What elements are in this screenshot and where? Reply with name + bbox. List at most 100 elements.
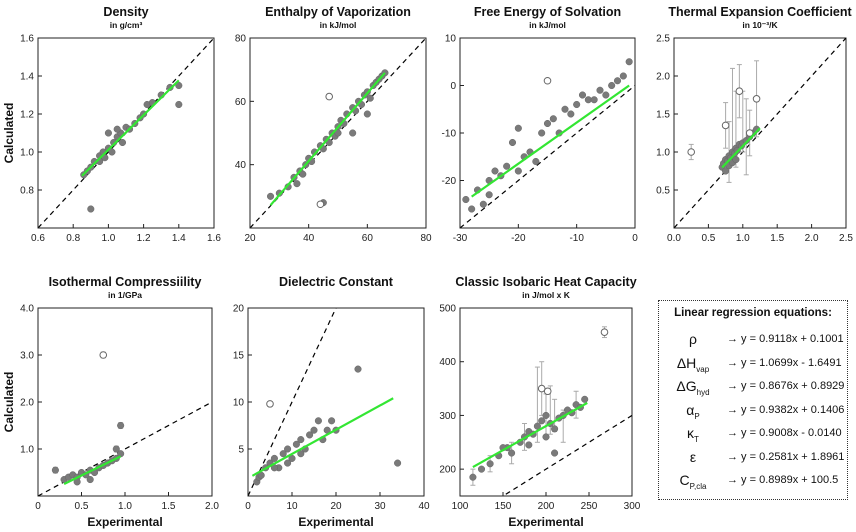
x-tick-label: 40 [303,233,315,244]
chart-unit: in 10⁻³/K [742,20,778,30]
y-tick-label: 1.5 [656,110,670,121]
y-tick-label: 1.0 [20,445,34,456]
data-point [314,417,322,425]
y-tick-label: 2.0 [656,72,670,83]
chart-title: Classic Isobaric Heat Capacity [455,275,636,289]
data-point [363,110,371,118]
equation-symbol: αP [686,401,700,421]
data-point [596,86,604,94]
data-point [284,445,292,453]
x-tick-label: 1.0 [118,501,132,512]
data-point [538,417,546,425]
equation-row: CP,cla → y = 0.8989x + 100.5 [659,472,849,492]
x-tick-label: 250 [581,501,598,512]
data-point [486,460,494,468]
y-tick-label: 10 [233,398,245,409]
x-tick-label: -20 [511,233,526,244]
data-point [354,365,362,373]
y-tick-label: 0.5 [656,186,670,197]
y-tick-label: 10 [445,34,457,45]
plot-frame [37,307,213,497]
chart-panel: 20 40 60 80 40 60 80 Enthalpy of Vaporizationin… [235,5,432,244]
data-point [279,450,287,458]
chart-panel: 0.6 0.8 1.0 1.2 1.4 1.6 0.8 1.0 1.2 1.4 1.6 Density… [20,5,221,244]
data-point [573,100,581,109]
fit-line [269,72,386,206]
equation-symbol: ρ [689,331,697,347]
chart-panel: 0 10 20 30 40 5 10 15 20 Dielectric Constant [233,275,430,512]
data-point [625,58,633,66]
x-tick-label: 200 [538,501,555,512]
x-tick-label: 80 [420,233,432,244]
equation-text: → y = 0.8676x + 0.8929 [727,380,845,392]
equation-row: αP → y = 0.9382x + 0.1406 [659,402,849,422]
data-point [310,426,318,434]
y-tick-label: 1.0 [20,148,34,159]
data-point [508,138,517,147]
x-axis-label: Experimental [298,515,373,529]
equation-row: ΔHvap → y = 1.0699x - 1.6491 [659,355,849,375]
y-tick-label: 2.5 [656,34,670,45]
equation-symbol: κT [687,425,699,444]
x-tick-label: 0.6 [31,233,45,244]
y-tick-label: 200 [439,465,456,476]
data-point [532,157,540,166]
y-tick-label: 3.0 [20,351,34,362]
data-point [468,205,476,213]
chart-unit: in J/mol x K [522,290,571,300]
data-point [578,91,587,99]
y-tick-label: 20 [233,304,245,315]
data-point [514,167,522,175]
outlier-point [735,87,744,95]
chart-panel: 0 0.5 1.0 1.5 2.0 1.0 2.0 3.0 4.0 Isothermal Comp… [20,275,219,512]
data-point [117,421,125,430]
regression-equations-box: Linear regression equations: ρ → y = 0.91… [658,300,848,500]
y-tick-label: 0.8 [20,186,34,197]
x-tick-label: 60 [362,233,374,244]
equation-symbol: ΔHvap [676,354,710,374]
data-point [175,81,183,90]
plot-area [248,308,402,496]
chart-title: Density [103,5,148,19]
data-point [533,422,541,430]
data-point [542,433,550,441]
data-point [113,125,121,133]
chart-unit: in g/cm³ [110,20,143,30]
data-point [334,129,342,137]
x-tick-label: 1.0 [101,233,115,244]
outlier-point [721,121,730,130]
data-point [297,436,305,444]
outlier-point [687,148,696,156]
outlier-point [752,95,761,103]
outlier-point [537,384,546,393]
data-point [118,138,127,147]
y-tick-label: 5 [238,445,244,456]
data-point [514,124,522,132]
data-point [175,100,183,109]
data-point [366,94,374,102]
data-point [551,425,559,433]
y-tick-label: 15 [233,351,245,362]
data-point [297,450,305,458]
chart-title: Isothermal Compressiility [49,275,202,289]
chart-panel: 0.0 0.5 1.0 1.5 2.0 2.5 0.5 1.0 1.5 2.0 2.5 Thermal… [656,5,853,244]
data-point [491,167,499,175]
equation-row: ε → y = 0.2581x + 1.8961 [659,449,849,469]
data-point [543,119,552,128]
data-point [503,162,511,170]
equation-text: → y = 0.9382x + 0.1406 [727,403,845,416]
equation-symbol: ε [689,448,697,465]
x-tick-label: 0 [632,233,638,244]
x-tick-label: 30 [374,501,386,512]
x-tick-label: 2.5 [839,233,853,244]
x-tick-label: 2.0 [805,233,819,244]
equation-text: → y = 0.8989x + 100.5 [727,474,839,486]
y-tick-label: 400 [439,357,456,368]
fit-line [471,84,630,198]
chart-unit: in kJ/mol [320,20,357,30]
y-tick-label: 300 [439,411,456,422]
x-tick-label: 1.4 [172,233,186,244]
data-point [538,129,546,137]
data-point [86,476,94,484]
